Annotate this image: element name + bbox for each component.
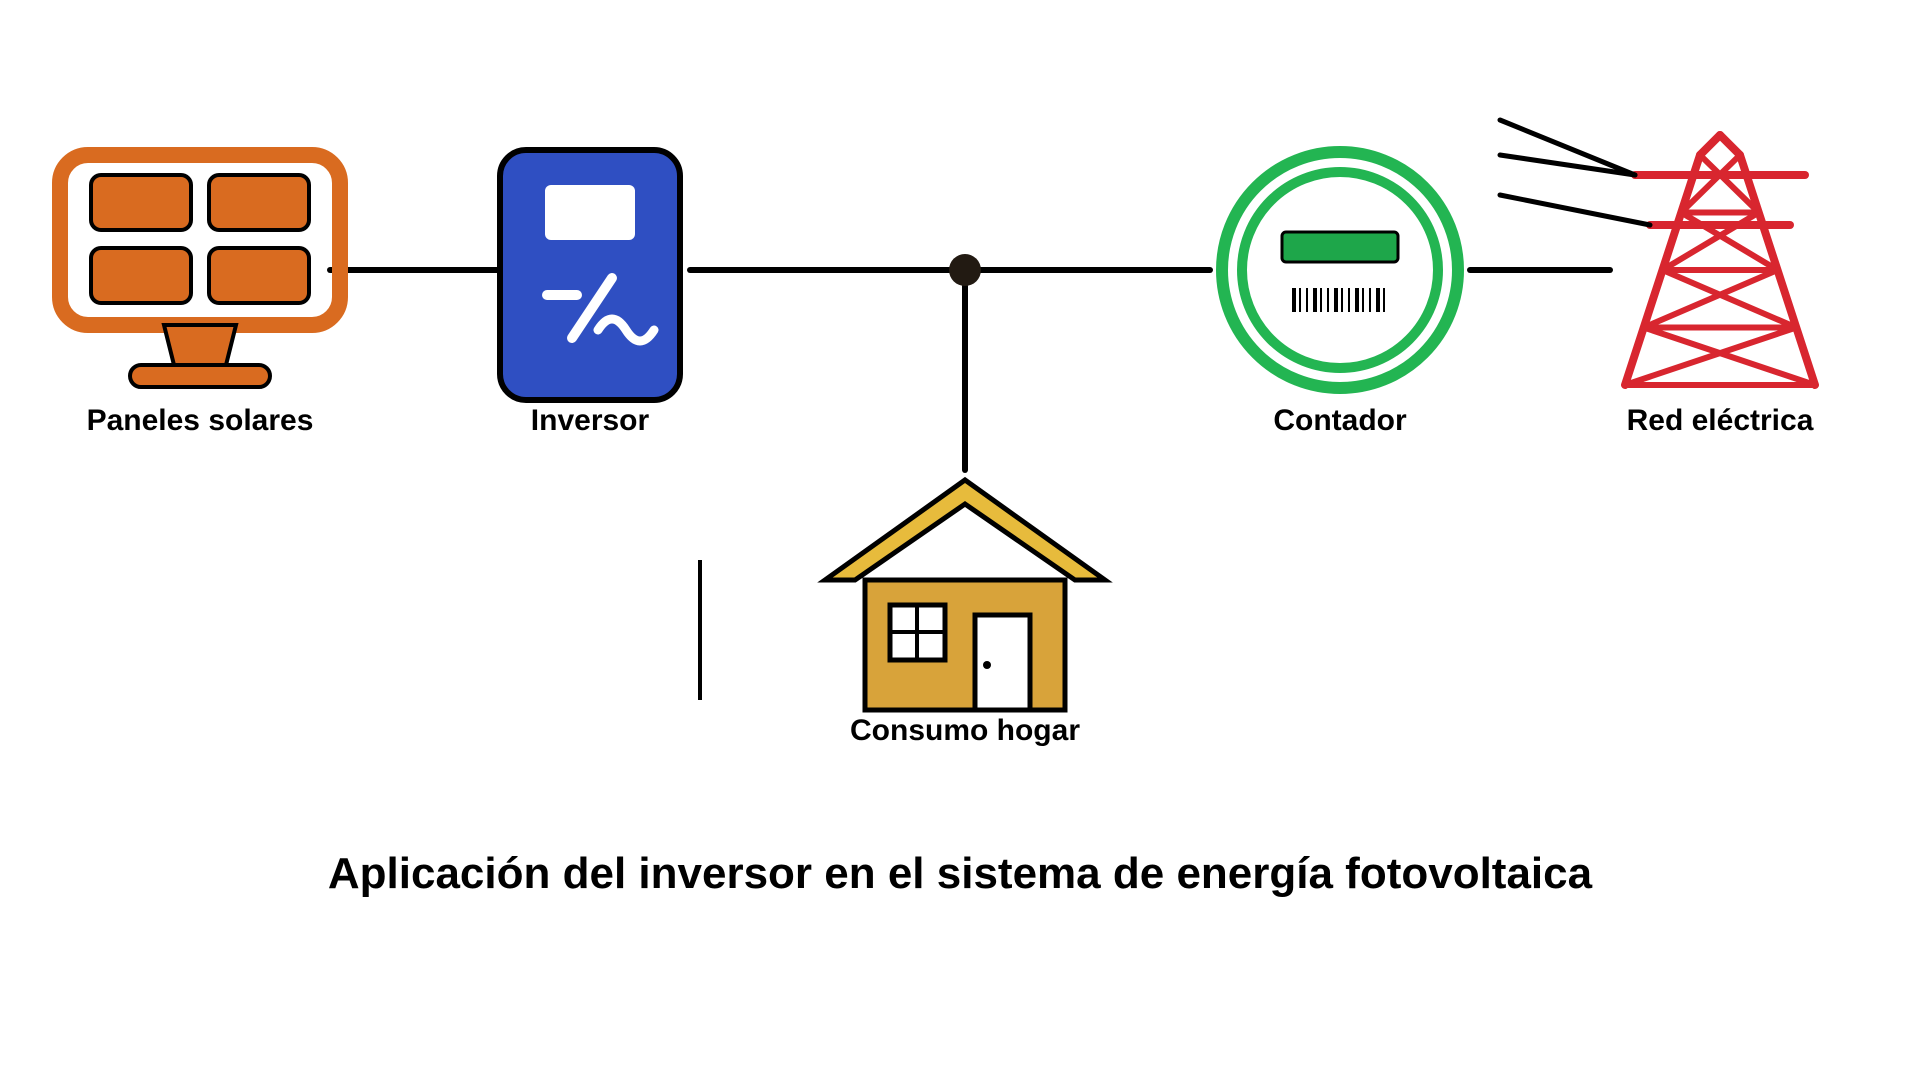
meter-label: Contador [1273, 404, 1407, 437]
grid-tower-icon: Red eléctrica [1500, 120, 1815, 437]
diagram-title: Aplicación del inversor en el sistema de… [328, 849, 1593, 898]
grid-label: Red eléctrica [1627, 404, 1814, 437]
inverter-icon: Inversor [500, 150, 680, 437]
meter-icon: Contador [1222, 152, 1458, 437]
inverter-label: Inversor [531, 404, 650, 437]
diagram-canvas: Paneles solares Inversor Contador Red eléct… [0, 0, 1920, 1080]
house-icon: Consumo hogar [825, 480, 1105, 747]
house-label: Consumo hogar [850, 714, 1080, 747]
solar-panel-icon: Paneles solares [60, 155, 340, 437]
junction-dot [949, 254, 981, 286]
panels-label: Paneles solares [87, 404, 314, 437]
